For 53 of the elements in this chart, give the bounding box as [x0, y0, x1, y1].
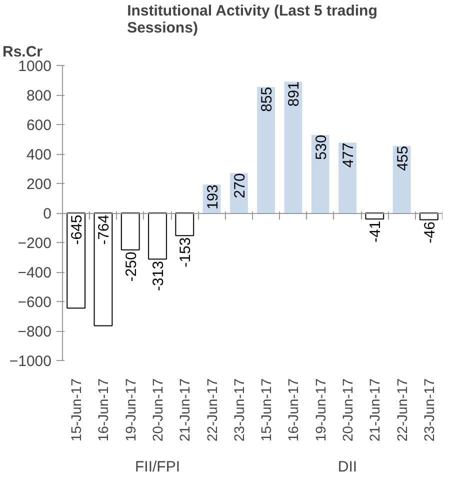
y-tick-label: 600 [26, 117, 52, 134]
x-tick-label: 16-Jun-17 [285, 378, 302, 442]
y-tick-label: 200 [26, 176, 52, 193]
y-tick-label: −600 [18, 294, 52, 311]
data-label: -153 [177, 237, 194, 268]
y-tick-label: 400 [26, 146, 52, 164]
data-label: 477 [340, 142, 357, 168]
data-label: -41 [367, 220, 384, 242]
x-tick-label: 21-Jun-17 [176, 378, 193, 442]
x-tick-label: 15-Jun-17 [68, 378, 84, 442]
bar [338, 142, 356, 213]
data-label: -250 [122, 252, 140, 282]
data-label: 891 [286, 82, 303, 107]
bar [311, 134, 330, 213]
data-label: -645 [68, 214, 86, 245]
x-tick-label: 16-Jun-17 [95, 378, 112, 442]
chart-title: Institutional Activity (Last 5 trading Sessions) [127, 2, 378, 36]
x-tick-label: 23-Jun-17 [230, 378, 247, 442]
bar [257, 86, 276, 213]
bar [120, 212, 140, 250]
y-tick-label: −800 [18, 324, 52, 340]
x-tick-label: 22-Jun-17 [394, 378, 410, 442]
x-tick-label: 21-Jun-17 [366, 378, 383, 442]
bar [175, 212, 194, 236]
y-tick-label: 1000 [18, 58, 52, 75]
bar [94, 212, 113, 326]
data-label: 530 [312, 134, 330, 160]
data-label: -46 [421, 222, 438, 244]
data-label: -313 [150, 260, 167, 291]
y-tick-label: 800 [26, 88, 52, 104]
y-axis-title: Rs.Cr [2, 44, 43, 60]
text: DII [338, 458, 358, 476]
x-tick-label: 20-Jun-17 [150, 378, 166, 442]
x-tick-label: 22-Jun-17 [204, 378, 220, 442]
bar [66, 212, 86, 309]
y-tick-label: 0 [43, 206, 52, 222]
bar [419, 212, 438, 220]
data-label: 855 [258, 86, 276, 112]
data-label: 193 [204, 184, 222, 210]
x-tick-label: 15-Jun-17 [258, 378, 274, 442]
x-tick-label: 20-Jun-17 [340, 378, 356, 442]
x-tick-label: 19-Jun-17 [312, 378, 328, 442]
y-tick-label: −1000 [9, 353, 52, 370]
data-label: -764 [96, 214, 113, 245]
y-tick-label: −400 [18, 264, 52, 282]
y-tick-label: −200 [18, 235, 52, 252]
x-tick-label: 19-Jun-17 [122, 378, 138, 442]
text: FII/FPI [135, 458, 180, 476]
bar [284, 82, 302, 213]
x-tick-label: 23-Jun-17 [420, 378, 437, 442]
data-label: 270 [231, 173, 248, 198]
bar [148, 212, 167, 260]
data-label: 455 [394, 146, 412, 171]
